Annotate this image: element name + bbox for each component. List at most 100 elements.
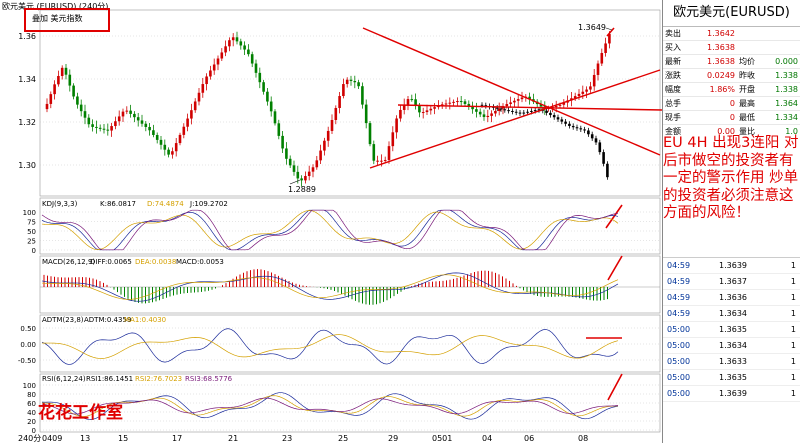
tick-volume: 1 xyxy=(790,293,796,302)
date-axis-label: 13 xyxy=(80,434,90,443)
quote-row-value: 0 xyxy=(729,113,735,122)
overlay-candle-body xyxy=(518,112,522,114)
overlay-candle-body xyxy=(530,110,533,112)
tick-time: 04:59 xyxy=(667,293,691,302)
candle-body xyxy=(364,104,368,124)
candle-body xyxy=(608,33,611,44)
candle-body xyxy=(98,127,102,129)
candle-body xyxy=(516,99,520,101)
candle-body xyxy=(463,101,467,104)
annotation-text: EU 4H 出现3连阳 对后市做空的投资者有一定的警示作用 炒单的投资者必须注意… xyxy=(663,135,800,223)
candle-body xyxy=(558,104,562,106)
quote-row: 现手 0 最低 1.334 xyxy=(663,111,800,125)
quote-row-label: 最新 xyxy=(665,57,681,66)
candle-body xyxy=(387,146,391,160)
quote-row: 最新 1.3638 均价 0.000 xyxy=(663,55,800,69)
candle-body xyxy=(376,160,379,162)
sell-label: 卖出 xyxy=(665,29,681,38)
candle-body xyxy=(209,70,212,77)
candle-body xyxy=(110,126,113,131)
candle-body xyxy=(349,79,353,81)
overlay-tab-label[interactable]: 叠加 美元指数 xyxy=(32,14,83,23)
candle-body xyxy=(547,108,550,110)
overlay-candle-body xyxy=(575,127,579,129)
overlay-tab-box[interactable] xyxy=(24,8,110,32)
candle-body xyxy=(478,111,482,115)
candle-body xyxy=(494,110,497,114)
date-axis-label: 25 xyxy=(338,434,348,443)
quote-row-value: 1.86% xyxy=(709,85,735,94)
quote-row-label: 总手 xyxy=(665,99,681,108)
date-axis-label: 29 xyxy=(388,434,398,443)
kdj-j-value: J:109.2702 xyxy=(189,200,228,208)
candle-body xyxy=(212,64,216,71)
candle-body xyxy=(121,111,125,117)
tick-volume: 1 xyxy=(790,389,796,398)
candle-body xyxy=(269,101,273,112)
candle-body xyxy=(505,104,509,107)
tick-row: 05:00 1.3634 1 xyxy=(663,338,800,354)
kline-chart[interactable]: 1.36 1.34 1.32 1.30 1.3649 1.2889 240分 0409 13 15… xyxy=(0,0,662,443)
candle-body xyxy=(562,102,566,105)
trend-line xyxy=(362,27,661,156)
candle-body xyxy=(155,134,159,140)
price-tick-label: 1.32 xyxy=(18,118,36,127)
overlay-candle-body xyxy=(533,110,537,112)
tick-volume: 1 xyxy=(790,373,796,382)
kdj-tick-label: 100 xyxy=(23,209,36,217)
candle-body xyxy=(171,151,174,155)
candle-body xyxy=(45,103,49,110)
tick-price: 1.3634 xyxy=(719,341,747,350)
quote-row-label2: 均价 xyxy=(739,57,755,66)
candle-body xyxy=(262,82,265,92)
candle-body xyxy=(380,160,383,162)
candle-body xyxy=(79,104,83,112)
candle-body xyxy=(444,103,448,105)
tick-time: 05:00 xyxy=(667,325,691,334)
quote-row-value2: 1.364 xyxy=(775,99,798,108)
rsi-2-value: RSI2:76.7023 xyxy=(135,375,182,383)
candle-body xyxy=(193,101,197,111)
candle-body xyxy=(459,101,463,103)
date-axis-label: 21 xyxy=(228,434,238,443)
rsi-tick-label: 60 xyxy=(27,400,36,408)
quote-row-value: 1.3638 xyxy=(707,57,735,66)
kdj-k-line xyxy=(41,209,619,251)
candle-body xyxy=(573,96,577,99)
candle-body xyxy=(440,104,444,106)
quote-row-label2: 昨收 xyxy=(739,71,755,80)
candle-body xyxy=(414,99,417,106)
overlay-candle-body xyxy=(511,110,514,112)
candle-body xyxy=(250,54,254,64)
candle-body xyxy=(581,91,585,94)
quote-row-value: 0 xyxy=(729,99,735,108)
candle-body xyxy=(383,159,387,161)
candle-body xyxy=(243,45,246,50)
tick-row: 04:59 1.3639 1 xyxy=(663,258,800,274)
price-tick-label: 1.30 xyxy=(18,161,36,170)
pane-frame xyxy=(39,9,661,197)
overlay-candle-body xyxy=(503,109,507,111)
candle-body xyxy=(467,103,471,107)
candle-body xyxy=(144,123,148,127)
macd-diff-value: DIFF:0.0065 xyxy=(90,258,132,266)
candle-body xyxy=(589,86,592,90)
quote-row-value: 0.0249 xyxy=(707,71,735,80)
candle-body xyxy=(361,86,364,105)
candle-body xyxy=(91,124,94,127)
trend-lines xyxy=(362,27,662,401)
tick-volume: 1 xyxy=(790,341,796,350)
tick-time: 04:59 xyxy=(667,309,691,318)
candle-body xyxy=(600,52,604,64)
adtm-ma-value: MA1:0.4030 xyxy=(124,316,166,324)
candle-body xyxy=(410,99,414,101)
quote-row-value2: 0.000 xyxy=(775,57,798,66)
tick-volume: 1 xyxy=(790,261,796,270)
quote-row-label: 现手 xyxy=(665,113,681,122)
buy-value: 1.3638 xyxy=(707,43,735,52)
kdj-tick-label: 0 xyxy=(32,247,36,255)
overlay-candle-body xyxy=(590,134,594,139)
kdj-j-line xyxy=(41,209,619,251)
macd-dea-line xyxy=(41,274,619,300)
high-price-pointer xyxy=(605,27,613,31)
